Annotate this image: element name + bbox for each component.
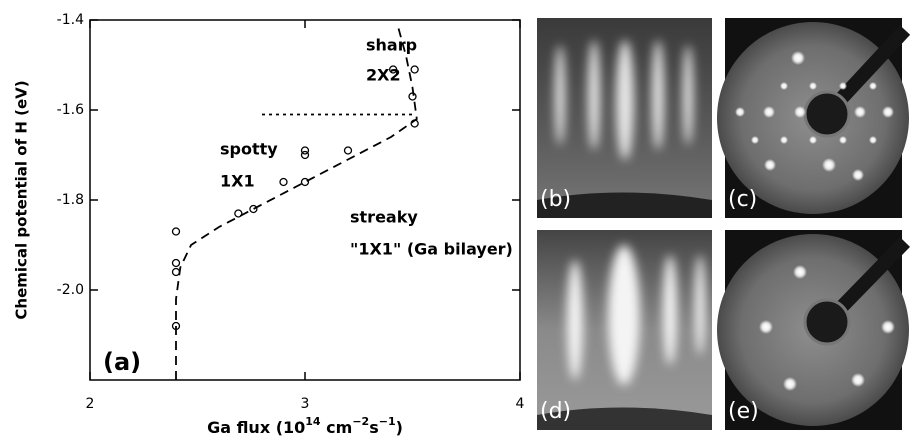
- x-axis-label-part: s: [369, 418, 379, 437]
- data-point: [234, 209, 243, 218]
- x-axis-label-part: ): [396, 418, 403, 437]
- y-tick-label: -1.4: [57, 12, 84, 28]
- annotation: 1X1: [220, 172, 255, 191]
- x-tick-label: 3: [301, 396, 310, 412]
- panel-c: [717, 18, 911, 218]
- panel-d: [537, 230, 712, 430]
- annotation: 2X2: [366, 66, 401, 85]
- x-axis-label-part: 14: [305, 415, 321, 428]
- x-tick-label: 4: [516, 396, 525, 412]
- curve: [175, 24, 418, 380]
- panel-label: (e): [728, 399, 759, 424]
- annotation: spotty: [220, 140, 278, 159]
- annotation: (a): [103, 348, 141, 376]
- y-axis-label: Chemical potential of H (eV): [13, 80, 31, 319]
- data-point: [279, 177, 288, 187]
- x-tick-label: 2: [86, 396, 95, 412]
- x-axis-label-part: cm: [321, 418, 353, 437]
- panel-label: (c): [728, 187, 757, 212]
- annotation: streaky: [350, 208, 418, 227]
- x-axis-label-part: Ga flux (10: [207, 418, 305, 437]
- data-point: [171, 258, 181, 268]
- data-point: [300, 150, 310, 160]
- data-point: [249, 204, 258, 214]
- panel-label: (b): [540, 187, 571, 212]
- panel-b: [537, 18, 712, 218]
- y-tick-label: -1.8: [57, 192, 84, 208]
- data-point: [410, 65, 419, 74]
- data-point: [300, 146, 310, 155]
- y-tick-label: -1.6: [57, 102, 84, 118]
- data-point: [343, 146, 353, 155]
- annotation: "1X1" (Ga bilayer): [350, 240, 513, 259]
- y-tick-label: -2.0: [57, 282, 84, 298]
- panel-e: [717, 230, 911, 430]
- x-axis-label-part: −1: [379, 415, 396, 428]
- panel-label: (d): [540, 399, 571, 424]
- x-axis-label: Ga flux (1014 cm−2s−1): [207, 415, 403, 437]
- x-axis-label-part: −2: [352, 415, 369, 428]
- data-point: [388, 65, 398, 74]
- annotation: sharp: [366, 36, 417, 55]
- data-point: [300, 177, 310, 187]
- data-point: [171, 227, 181, 236]
- plot-frame: [89, 19, 521, 381]
